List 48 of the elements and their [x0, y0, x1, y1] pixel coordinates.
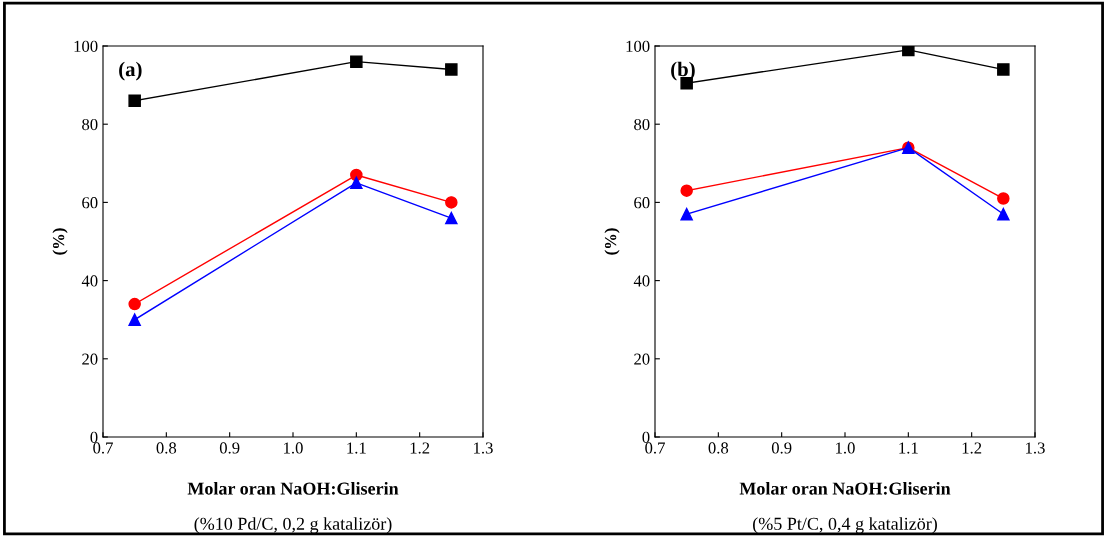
y-tick-label: 100	[74, 40, 98, 52]
x-tick-label: 0.7	[645, 442, 665, 454]
point	[902, 46, 915, 57]
y-tick-label: 0	[642, 431, 650, 443]
y-tick-label: 20	[634, 353, 650, 365]
x-tick-label: 0.8	[156, 442, 177, 454]
y-tick-label: 80	[82, 118, 98, 131]
point	[997, 192, 1010, 205]
point	[445, 63, 458, 76]
point	[680, 184, 693, 197]
x-tick-label: 1.1	[347, 442, 366, 454]
x-tick-label: 0.9	[219, 442, 240, 454]
y-tick-label: 60	[82, 197, 98, 209]
text: (%5 Pt/C, 0,4 g katalizör)	[753, 517, 937, 534]
point	[128, 313, 141, 326]
point	[445, 211, 458, 225]
point	[350, 55, 363, 68]
y-tick-label: 0	[90, 431, 98, 443]
x-tick-label: 1.3	[474, 442, 493, 454]
x-tick-label: 0.9	[771, 442, 792, 454]
x-axis-title: Molar oran NaOH:Gliserin	[187, 481, 399, 495]
y-tick-label: 60	[634, 197, 650, 209]
x-axis-title: Molar oran NaOH:Gliserin	[739, 481, 951, 495]
y-tick-label: 40	[633, 275, 650, 287]
x-tick-label: 1.0	[836, 442, 855, 454]
point	[128, 297, 141, 311]
x-tick-label: 1.0	[284, 442, 303, 454]
text: (%10 Pd/C, 0,2 g katalizör)	[194, 517, 392, 534]
x-tick-label: 1.1	[899, 442, 918, 454]
y-tick-label: 40	[81, 275, 98, 287]
point	[680, 207, 693, 221]
y-tick-label: 80	[634, 118, 650, 131]
x-tick-label: 1.3	[1026, 442, 1045, 454]
x-tick-label: 1.2	[962, 442, 982, 454]
point	[997, 207, 1010, 221]
point	[128, 94, 141, 107]
point	[445, 196, 458, 209]
x-tick-label: 0.8	[708, 442, 729, 454]
point	[350, 176, 363, 190]
y-tick-label: 20	[82, 353, 98, 365]
x-tick-label: 0.7	[93, 442, 113, 454]
x-tick-label: 1.2	[410, 442, 430, 454]
text: (a)	[119, 61, 142, 81]
text: (b)	[671, 61, 695, 81]
y-axis-title: (%)	[604, 228, 620, 255]
y-axis-title: (%)	[52, 228, 68, 255]
y-tick-label: 100	[626, 40, 650, 52]
point	[997, 63, 1010, 76]
